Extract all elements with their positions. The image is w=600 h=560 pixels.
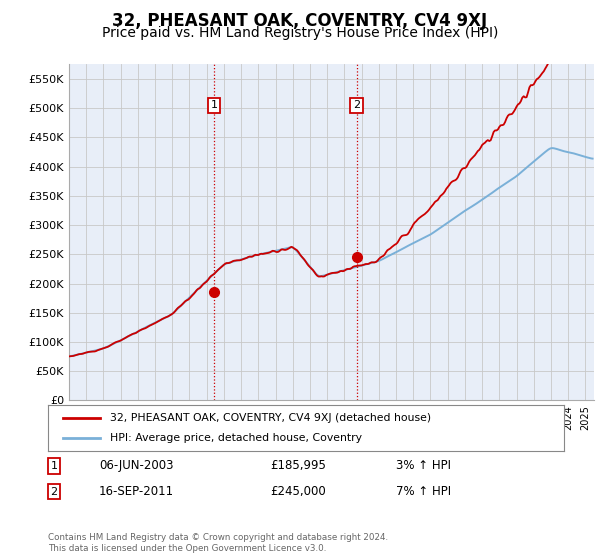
Text: 06-JUN-2003: 06-JUN-2003 [99,459,173,473]
Text: 2: 2 [50,487,58,497]
Text: 32, PHEASANT OAK, COVENTRY, CV4 9XJ (detached house): 32, PHEASANT OAK, COVENTRY, CV4 9XJ (det… [110,413,431,423]
Text: Price paid vs. HM Land Registry's House Price Index (HPI): Price paid vs. HM Land Registry's House … [102,26,498,40]
Text: 3% ↑ HPI: 3% ↑ HPI [396,459,451,473]
Text: 1: 1 [50,461,58,471]
Text: 32, PHEASANT OAK, COVENTRY, CV4 9XJ: 32, PHEASANT OAK, COVENTRY, CV4 9XJ [112,12,488,30]
Text: £185,995: £185,995 [270,459,326,473]
Text: HPI: Average price, detached house, Coventry: HPI: Average price, detached house, Cove… [110,433,362,443]
Text: 2: 2 [353,100,360,110]
Text: 1: 1 [211,100,217,110]
Text: £245,000: £245,000 [270,485,326,498]
Text: Contains HM Land Registry data © Crown copyright and database right 2024.
This d: Contains HM Land Registry data © Crown c… [48,533,388,553]
Text: 7% ↑ HPI: 7% ↑ HPI [396,485,451,498]
Text: 16-SEP-2011: 16-SEP-2011 [99,485,174,498]
